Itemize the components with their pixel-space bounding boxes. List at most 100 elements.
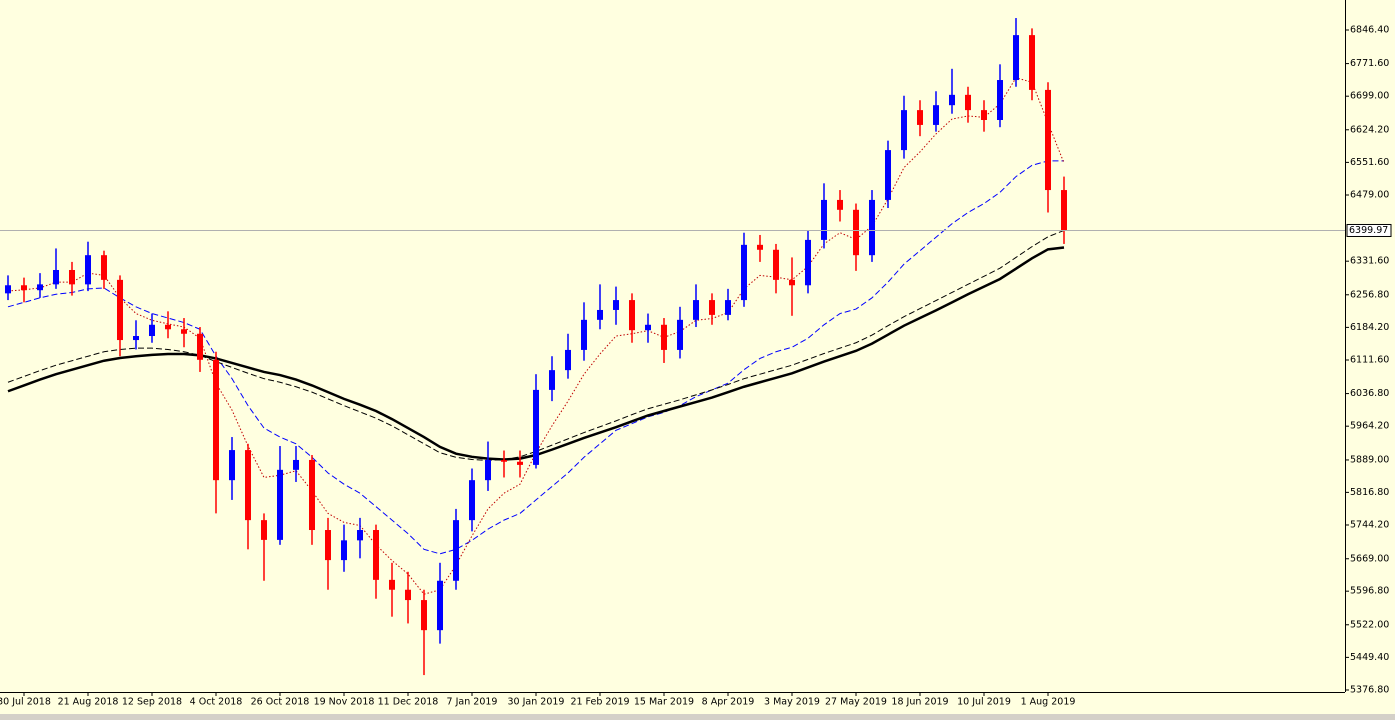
- x-tick-label: 3 May 2019: [764, 697, 820, 708]
- candle-body: [437, 580, 443, 631]
- x-tick-label: 7 Jan 2019: [447, 697, 498, 708]
- x-tick-label: 15 Mar 2019: [634, 697, 694, 708]
- candle-body: [293, 459, 299, 470]
- candle-body: [53, 269, 59, 285]
- x-tick-label: 27 May 2019: [825, 697, 887, 708]
- candle-body: [469, 480, 475, 521]
- candle-body: [693, 300, 699, 320]
- y-tick-label: 5376.80: [1350, 684, 1389, 695]
- candle-body: [261, 520, 267, 540]
- y-tick-label: 5669.00: [1350, 553, 1389, 564]
- candle-body: [133, 336, 139, 341]
- candle-body: [421, 600, 427, 631]
- candle-body: [69, 269, 75, 285]
- candle-body: [341, 540, 347, 561]
- candle-body: [149, 324, 155, 337]
- candle-body: [501, 459, 507, 462]
- y-tick-label: 5522.00: [1350, 619, 1389, 630]
- y-tick-label: 6479.00: [1350, 189, 1389, 200]
- candle-body: [965, 94, 971, 111]
- candle-body: [949, 94, 955, 106]
- candle-body: [821, 199, 827, 240]
- x-tick-label: 30 Jan 2019: [508, 697, 565, 708]
- x-tick-label: 18 Jun 2019: [891, 697, 948, 708]
- x-tick-label: 30 Jul 2018: [0, 697, 51, 708]
- candle-body: [549, 370, 555, 390]
- candle-body: [997, 80, 1003, 120]
- candle-body: [1061, 190, 1067, 231]
- candle-body: [597, 309, 603, 320]
- candle-body: [453, 520, 459, 581]
- candle-body: [165, 324, 171, 330]
- candle-body: [933, 105, 939, 125]
- y-tick-label: 5889.00: [1350, 454, 1389, 465]
- y-tick-label: 5964.20: [1350, 421, 1389, 432]
- y-tick-label: 6551.60: [1350, 157, 1389, 168]
- candle-body: [405, 589, 411, 601]
- candle-body: [709, 300, 715, 315]
- candle-body: [117, 279, 123, 341]
- candle-body: [837, 199, 843, 210]
- candle-body: [213, 359, 219, 481]
- candle-body: [645, 324, 651, 331]
- current-price-box: [1346, 223, 1392, 237]
- candle-body: [789, 279, 795, 286]
- candle-body: [581, 319, 587, 350]
- candle-body: [613, 300, 619, 310]
- candle-body: [1045, 89, 1051, 191]
- candle-body: [101, 255, 107, 280]
- y-tick-label: 5816.80: [1350, 487, 1389, 498]
- candle-body: [661, 324, 667, 350]
- x-tick-label: 11 Dec 2018: [378, 697, 439, 708]
- candle-body: [181, 329, 187, 334]
- candle-body: [1029, 35, 1035, 90]
- candle-body: [565, 349, 571, 371]
- candle-body: [885, 150, 891, 200]
- candle-body: [629, 300, 635, 331]
- x-tick-label: 1 Aug 2019: [1021, 697, 1076, 708]
- y-tick-label: 6256.80: [1350, 289, 1389, 300]
- candle-body: [725, 300, 731, 315]
- x-tick-label: 26 Oct 2018: [251, 697, 310, 708]
- candle-body: [901, 110, 907, 151]
- y-tick-label: 6771.60: [1350, 58, 1389, 69]
- y-tick-label: 6699.00: [1350, 91, 1389, 102]
- x-tick-label: 8 Apr 2019: [702, 697, 755, 708]
- y-tick-label: 6036.80: [1350, 388, 1389, 399]
- x-tick-label: 21 Feb 2019: [570, 697, 629, 708]
- current-price-label: 6399.97: [1349, 225, 1388, 236]
- candle-body: [741, 244, 747, 301]
- y-tick-label: 5744.20: [1350, 519, 1389, 530]
- y-tick-label: 6846.40: [1350, 24, 1389, 35]
- candle-body: [517, 461, 523, 465]
- candle-body: [677, 319, 683, 350]
- candle-body: [85, 255, 91, 285]
- candle-body: [773, 249, 779, 280]
- candle-body: [229, 450, 235, 481]
- candle-body: [357, 530, 363, 541]
- y-tick-label: 6184.20: [1350, 322, 1389, 333]
- candle-body: [869, 199, 875, 256]
- y-tick-label: 6111.60: [1350, 354, 1389, 365]
- candle-body: [5, 285, 11, 294]
- y-tick-label: 5596.80: [1350, 586, 1389, 597]
- moving-average-line: [7, 230, 1065, 461]
- candle-body: [981, 110, 987, 120]
- candle-body: [917, 110, 923, 125]
- candle-body: [853, 209, 859, 256]
- candle-body: [309, 459, 315, 531]
- y-tick-label: 6331.60: [1350, 256, 1389, 267]
- candle-body: [389, 579, 395, 590]
- candle-body: [245, 450, 251, 521]
- x-tick-label: 4 Oct 2018: [190, 697, 243, 708]
- candle-body: [373, 530, 379, 580]
- x-tick-label: 19 Nov 2018: [314, 697, 375, 708]
- candle-body: [21, 285, 27, 291]
- candle-body: [277, 469, 283, 540]
- candle-body: [533, 389, 539, 465]
- candle-body: [197, 333, 203, 360]
- scroll-strip: [0, 714, 1395, 720]
- x-tick-label: 12 Sep 2018: [122, 697, 182, 708]
